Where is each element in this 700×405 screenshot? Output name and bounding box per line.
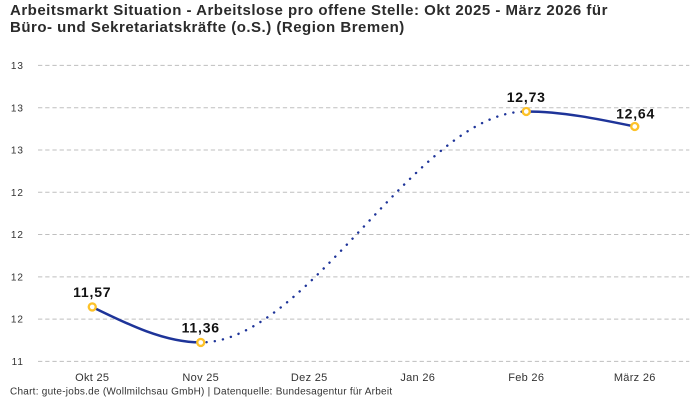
svg-text:13: 13: [11, 103, 24, 114]
svg-text:Dez 25: Dez 25: [291, 372, 328, 384]
svg-text:März 26: März 26: [614, 372, 656, 384]
svg-text:12: 12: [11, 230, 24, 241]
svg-text:Feb 26: Feb 26: [508, 372, 544, 384]
svg-text:Jan 26: Jan 26: [400, 372, 435, 384]
svg-text:11,57: 11,57: [73, 284, 111, 300]
svg-text:Okt 25: Okt 25: [75, 372, 109, 384]
svg-text:11: 11: [12, 357, 24, 368]
svg-text:12,64: 12,64: [616, 105, 655, 121]
svg-text:13: 13: [11, 146, 24, 157]
svg-text:13: 13: [11, 61, 24, 72]
svg-text:12: 12: [11, 188, 24, 199]
svg-text:12,73: 12,73: [507, 89, 546, 105]
svg-text:11,36: 11,36: [182, 319, 220, 335]
svg-text:Chart: gute-jobs.de (Wollmilch: Chart: gute-jobs.de (Wollmilchsau GmbH) …: [10, 387, 392, 398]
svg-text:12: 12: [11, 273, 24, 284]
svg-text:12: 12: [11, 315, 24, 326]
svg-text:Arbeitsmarkt Situation - Arbei: Arbeitsmarkt Situation - Arbeitslose pro…: [10, 2, 608, 19]
svg-text:Nov 25: Nov 25: [182, 372, 219, 384]
svg-text:Büro- und Sekretariatskräfte (: Büro- und Sekretariatskräfte (o.S.) (Reg…: [10, 19, 405, 36]
